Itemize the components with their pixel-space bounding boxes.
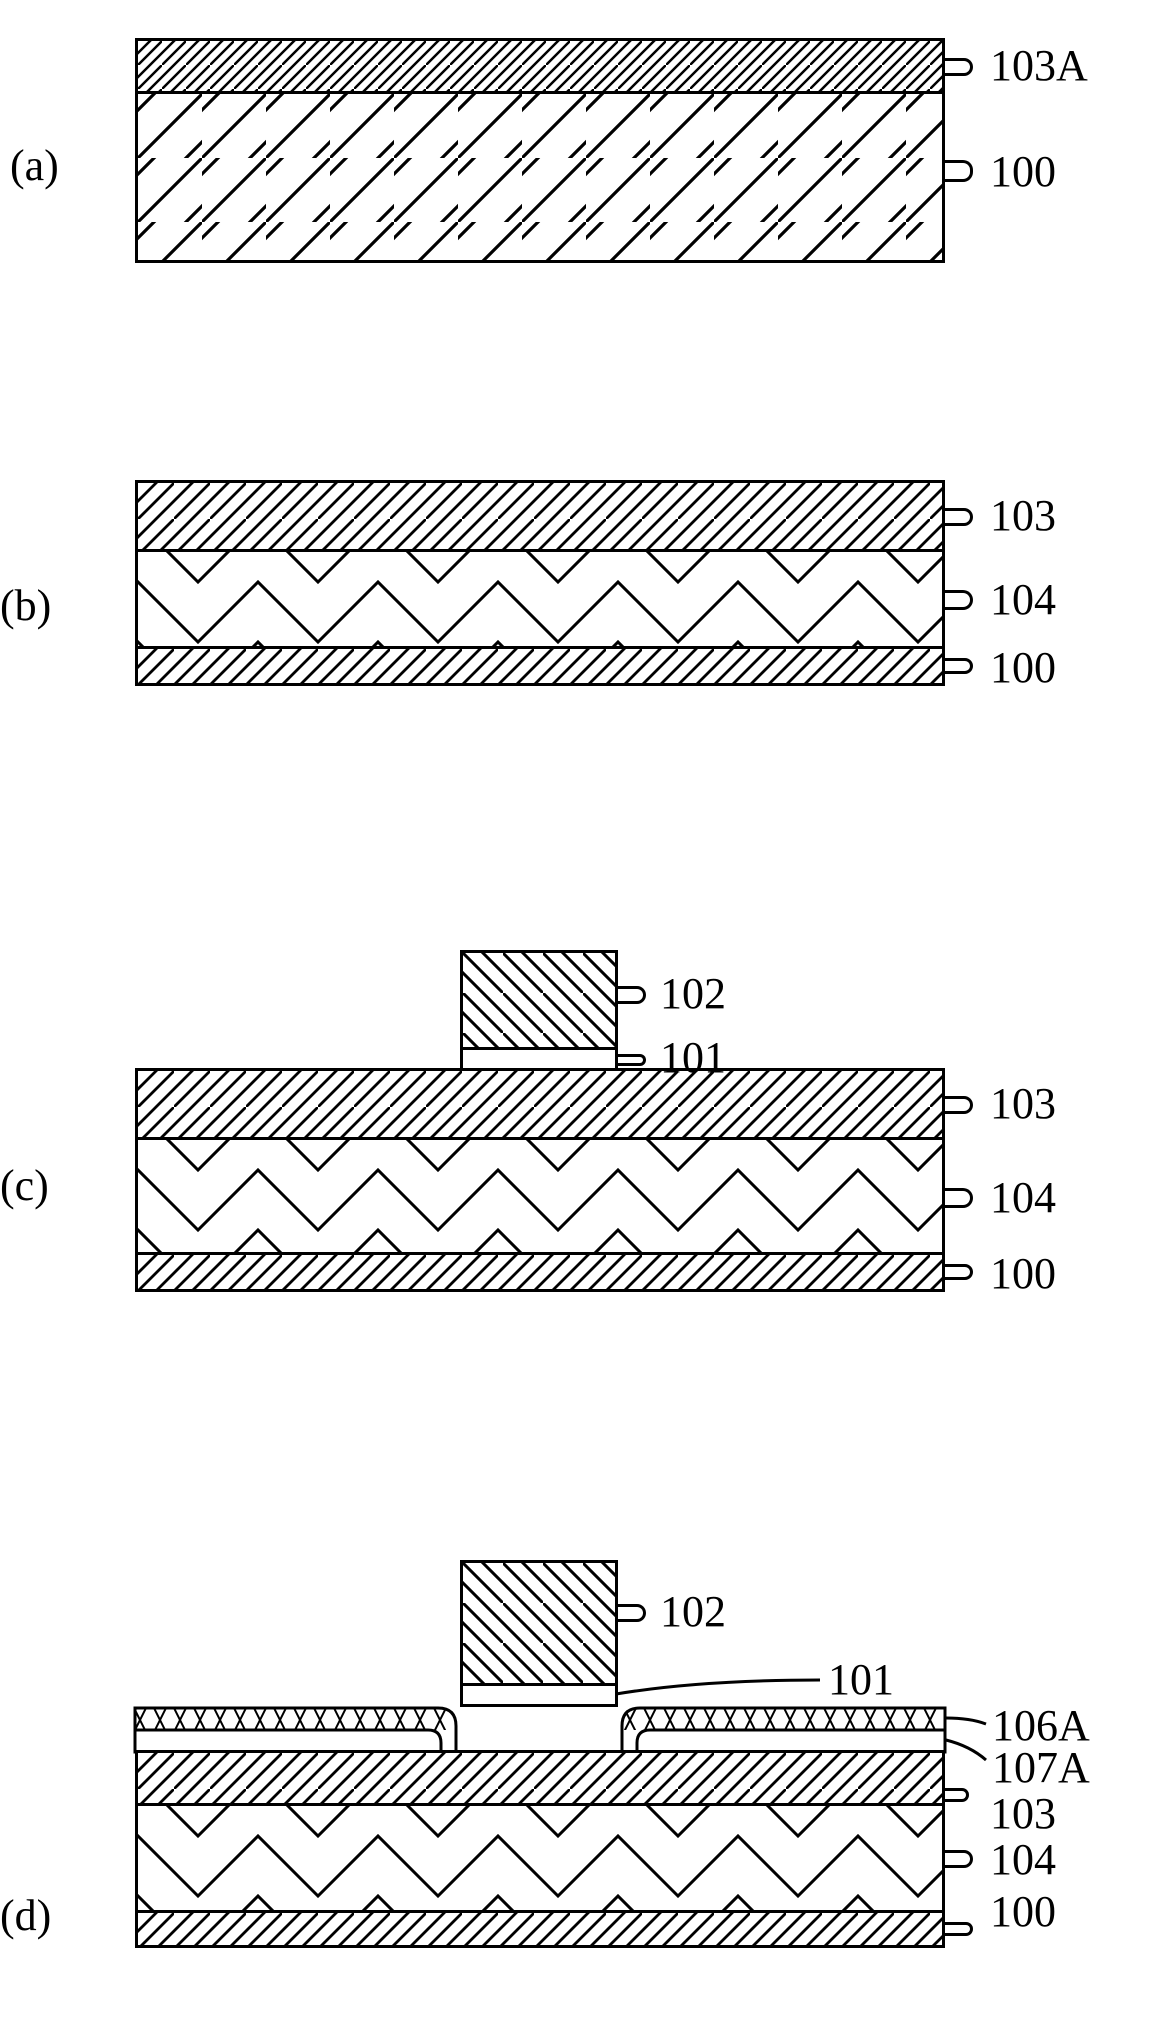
callout-hook-103-c bbox=[945, 1096, 973, 1114]
callout-hook-100-b bbox=[945, 658, 973, 674]
layer-103-b bbox=[135, 480, 945, 552]
callout-hook-100-a bbox=[945, 160, 973, 182]
callout-103-c: 103 bbox=[990, 1078, 1056, 1129]
hatch-106a-right bbox=[620, 1700, 940, 1740]
callout-hook-104-c bbox=[945, 1188, 973, 1208]
panel-c: (c) 102 101 103 104 100 bbox=[0, 910, 1159, 1310]
callout-101-c: 101 bbox=[660, 1032, 726, 1083]
panel-b-label: (b) bbox=[0, 580, 51, 631]
panel-b: (b) 103 104 100 bbox=[0, 440, 1159, 700]
callout-100-c: 100 bbox=[990, 1248, 1056, 1299]
callout-104-d: 104 bbox=[990, 1834, 1056, 1885]
hatch-106a-left bbox=[130, 1700, 450, 1740]
callout-104-c: 104 bbox=[990, 1172, 1056, 1223]
callout-104-b: 104 bbox=[990, 574, 1056, 625]
layer-104-b bbox=[135, 549, 945, 649]
callout-hook-104-b bbox=[945, 590, 973, 610]
layer-102-c bbox=[460, 950, 618, 1050]
callout-hook-101-c bbox=[618, 1054, 646, 1066]
layer-101-d bbox=[460, 1683, 618, 1707]
callout-100-b: 100 bbox=[990, 642, 1056, 693]
callout-102-d: 102 bbox=[660, 1586, 726, 1637]
callout-hook-102-c bbox=[618, 986, 646, 1004]
callout-101-d: 101 bbox=[828, 1654, 894, 1705]
callout-102-c: 102 bbox=[660, 968, 726, 1019]
callout-hook-100-d bbox=[945, 1922, 973, 1936]
layer-103a bbox=[135, 38, 945, 94]
layer-104-c bbox=[135, 1137, 945, 1255]
layer-100-a bbox=[135, 91, 945, 263]
panel-c-label: (c) bbox=[0, 1160, 49, 1211]
callout-100-a: 100 bbox=[990, 146, 1056, 197]
callout-hook-103-b bbox=[945, 508, 973, 526]
layer-103-c bbox=[135, 1068, 945, 1140]
callout-103a: 103A bbox=[990, 40, 1088, 91]
panel-a: (a) 103A 100 bbox=[0, 0, 1159, 280]
callout-100-d: 100 bbox=[990, 1886, 1056, 1937]
callout-hook-100-c bbox=[945, 1264, 973, 1280]
callout-hook-104-d bbox=[945, 1850, 973, 1868]
callout-hook-103a bbox=[945, 58, 973, 76]
layer-104-d bbox=[135, 1803, 945, 1913]
layer-100-d bbox=[135, 1910, 945, 1948]
callout-hook-103-d bbox=[945, 1788, 969, 1802]
layer-102-d bbox=[460, 1560, 618, 1686]
panel-d: (d) bbox=[0, 1530, 1159, 1990]
panel-a-label: (a) bbox=[10, 140, 59, 191]
callout-103-d: 103 bbox=[990, 1788, 1056, 1839]
callout-hook-102-d bbox=[618, 1604, 646, 1622]
callout-107a: 107A bbox=[992, 1742, 1090, 1793]
layer-100-c bbox=[135, 1252, 945, 1292]
layer-103-d bbox=[135, 1750, 945, 1806]
page: (a) 103A 100 (b) 103 104 100 (c) 102 1 bbox=[0, 0, 1159, 2041]
callout-103-b: 103 bbox=[990, 490, 1056, 541]
panel-d-label: (d) bbox=[0, 1890, 51, 1941]
layer-100-b bbox=[135, 646, 945, 686]
